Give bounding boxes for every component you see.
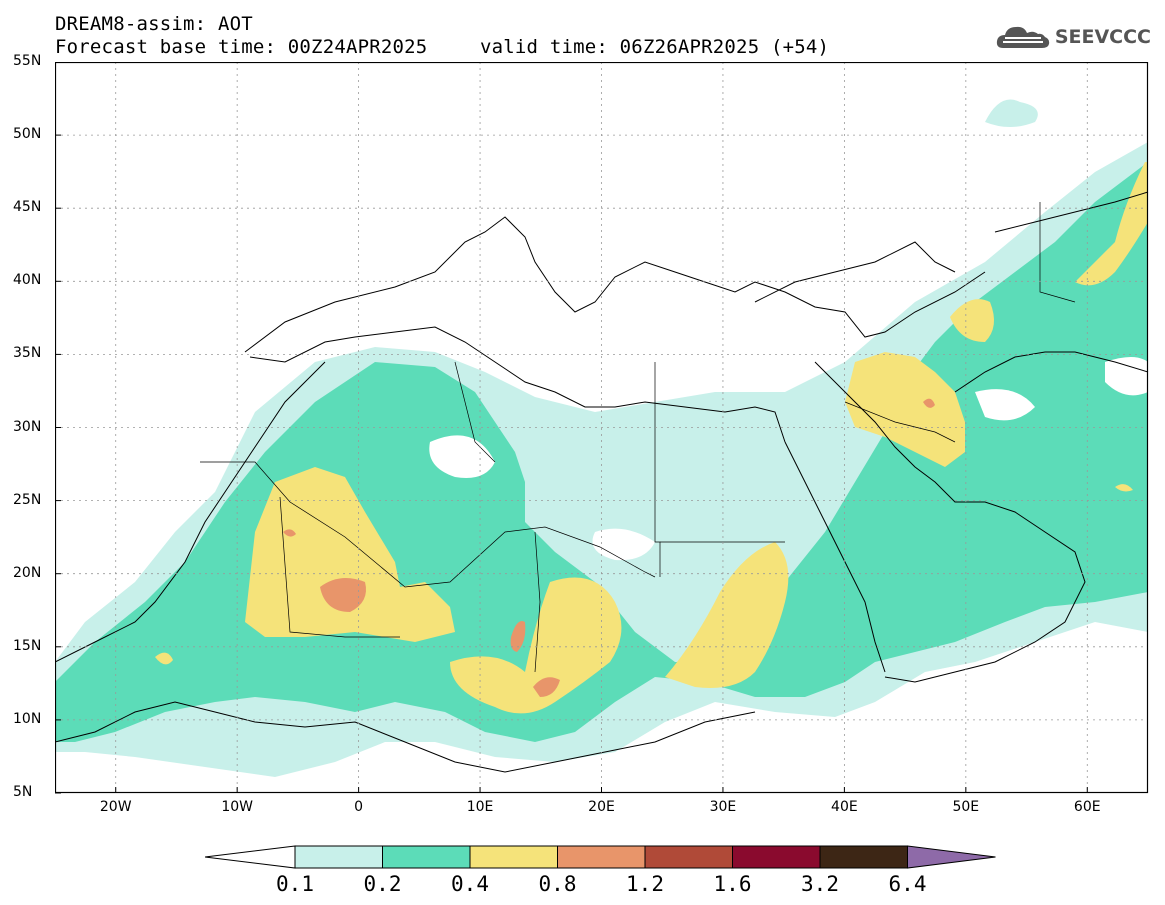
map-title: DREAM8-assim: AOT <box>55 13 253 35</box>
lat-label: 10N <box>13 710 42 727</box>
lat-label: 15N <box>13 637 42 654</box>
colorbar-label: 0.8 <box>538 872 577 896</box>
lat-label: 35N <box>13 345 42 362</box>
lon-label: 20E <box>588 799 615 815</box>
seevccc-logo: SEEVCCC <box>995 22 1151 52</box>
lat-label: 30N <box>13 418 42 435</box>
colorbar-segment <box>557 845 646 869</box>
coastlines <box>54 191 1149 773</box>
lat-label: 40N <box>13 272 42 289</box>
colorbar-label: 0.4 <box>451 872 489 896</box>
lat-label: 45N <box>13 199 42 216</box>
aot-level-04 <box>155 162 1148 714</box>
colorbar-segment <box>644 845 733 869</box>
colorbar-label: 3.2 <box>801 872 839 896</box>
colorbar-segment <box>819 845 908 869</box>
map-grid <box>55 62 1148 793</box>
lat-label: 50N <box>13 126 42 143</box>
lon-label: 40E <box>831 799 858 815</box>
colorbar <box>204 842 1000 878</box>
lon-label: 10E <box>466 799 494 815</box>
aot-map <box>54 61 1150 799</box>
lon-label: 60E <box>1073 799 1101 815</box>
colorbar-label: 0.1 <box>276 872 314 896</box>
lon-label: 0 <box>354 799 364 815</box>
country-borders <box>200 202 1076 673</box>
colorbar-label: 6.4 <box>888 872 927 896</box>
colorbar-over-triangle <box>907 845 996 869</box>
colorbar-segment <box>294 845 383 869</box>
colorbar-label: 0.2 <box>363 872 402 896</box>
colorbar-label: 1.2 <box>626 872 664 896</box>
cloud-icon <box>996 26 1049 48</box>
base-time-label: Forecast base time: 00Z24APR2025 <box>55 36 428 58</box>
colorbar-under-triangle <box>204 845 296 869</box>
valid-time-label: valid time: 06Z26APR2025 (+54) <box>480 36 830 58</box>
aot-low-holes <box>429 357 1148 561</box>
lat-label: 5N <box>13 784 33 800</box>
lat-label: 55N <box>13 53 42 69</box>
colorbar-segment <box>732 845 821 869</box>
lon-label: 20W <box>99 799 132 815</box>
lat-label: 25N <box>13 491 42 508</box>
colorbar-label: 1.6 <box>713 872 752 896</box>
colorbar-segment <box>382 845 471 869</box>
lon-label: 30E <box>709 799 737 815</box>
lat-label: 20N <box>13 564 42 581</box>
colorbar-segment <box>469 845 558 869</box>
logo-text: SEEVCCC <box>1054 26 1151 48</box>
axis-ticks <box>55 61 1088 794</box>
aot-level-08 <box>283 398 935 697</box>
lon-label: 50E <box>952 799 980 815</box>
lon-label: 10W <box>221 799 253 815</box>
